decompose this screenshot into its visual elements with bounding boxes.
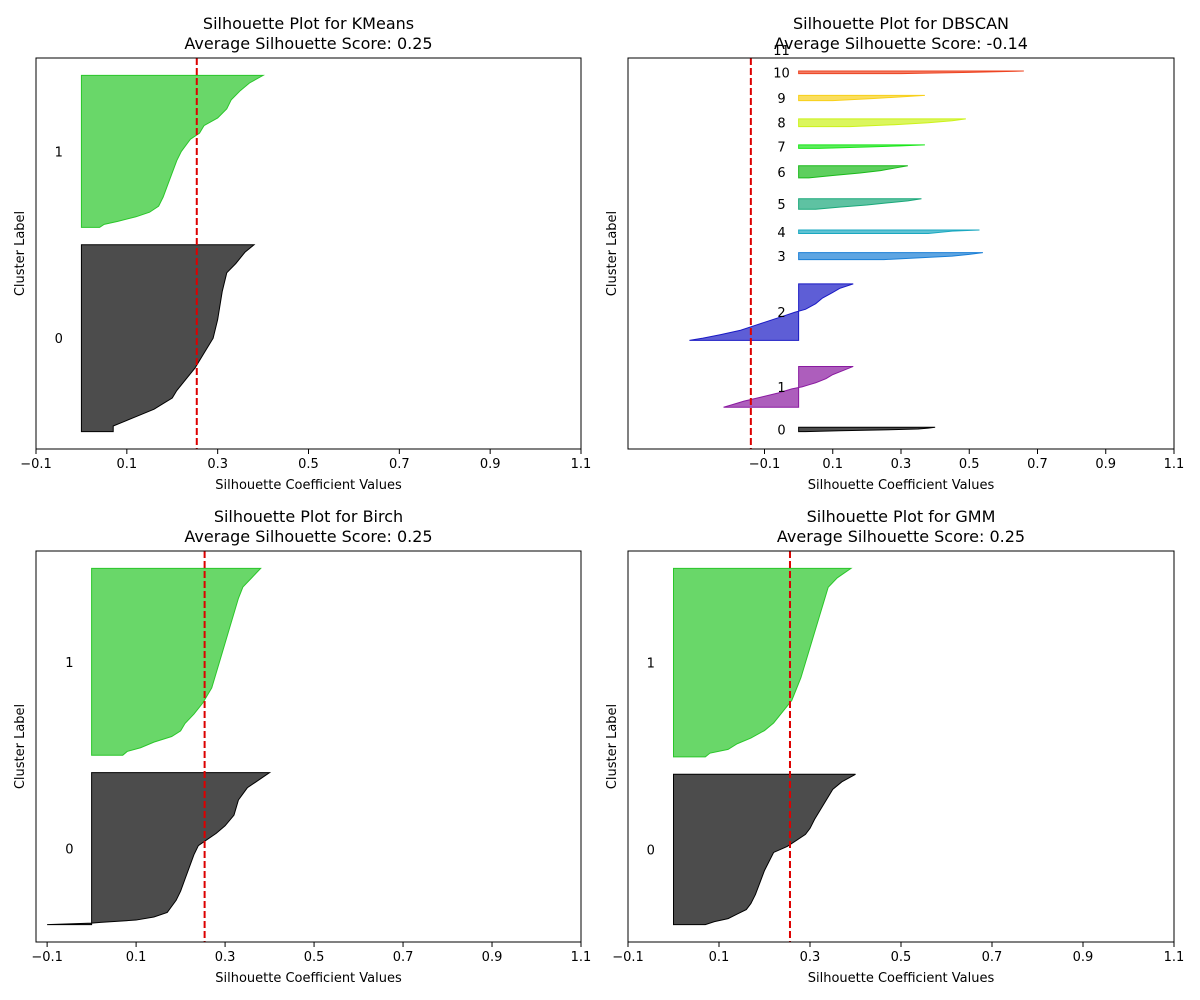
x-axis-label: Silhouette Coefficient Values	[808, 971, 995, 986]
x-tick-label: 0.9	[1095, 457, 1116, 472]
chart-title: Silhouette Plot for KMeans	[203, 14, 414, 33]
x-tick-label: 1.1	[1164, 950, 1185, 965]
x-tick-label: 1.1	[571, 457, 592, 472]
cluster-label: 1	[65, 656, 73, 671]
cluster-label: 4	[777, 226, 785, 241]
axes-frame	[35, 550, 582, 943]
x-tick-label: 0.1	[822, 457, 843, 472]
silhouette-cluster-0	[673, 773, 856, 926]
silhouette-cluster-9	[798, 94, 925, 102]
x-tick-label: 0.1	[126, 950, 147, 965]
chart-subtitle: Average Silhouette Score: 0.25	[184, 527, 432, 546]
chart-title: Silhouette Plot for GMM	[807, 507, 996, 526]
y-axis-label: Cluster Label	[605, 211, 620, 296]
cluster-label: 9	[777, 92, 785, 107]
x-tick-label: 0.5	[298, 457, 319, 472]
x-tick-label: 0.7	[389, 457, 410, 472]
cluster-label: 7	[777, 141, 785, 156]
x-tick-label: −0.1	[31, 950, 63, 965]
silhouette-cluster-6	[798, 165, 908, 179]
x-tick-label: 0.3	[207, 457, 228, 472]
y-axis-label: Cluster Label	[13, 704, 28, 789]
chart-title: Silhouette Plot for Birch	[214, 507, 403, 526]
silhouette-cluster-4	[798, 229, 980, 235]
chart-subtitle: Average Silhouette Score: -0.14	[774, 34, 1028, 53]
x-axis-label: Silhouette Coefficient Values	[215, 478, 402, 493]
x-tick-label: −0.1	[749, 457, 781, 472]
silhouette-cluster-7	[798, 144, 925, 149]
silhouette-cluster-8	[798, 118, 966, 128]
x-tick-label: 0.9	[482, 950, 503, 965]
silhouette-cluster-1	[723, 365, 854, 408]
x-tick-label: 0.3	[215, 950, 236, 965]
x-tick-label: 1.1	[1164, 457, 1185, 472]
cluster-label: 0	[777, 423, 785, 438]
x-tick-label: 1.1	[571, 950, 592, 965]
silhouette-cluster-1	[91, 567, 262, 756]
x-tick-label: 0.1	[116, 457, 137, 472]
cluster-label: 1	[647, 657, 655, 672]
cluster-label: 1	[777, 381, 785, 396]
silhouette-cluster-0	[80, 244, 256, 433]
y-axis-label: Cluster Label	[605, 704, 620, 789]
x-tick-label: 0.3	[891, 457, 912, 472]
chart-subtitle: Average Silhouette Score: 0.25	[777, 527, 1025, 546]
silhouette-cluster-0	[47, 772, 272, 926]
x-axis-label: Silhouette Coefficient Values	[808, 478, 995, 493]
silhouette-cluster-2	[689, 283, 854, 341]
cluster-label: 8	[777, 117, 785, 132]
x-tick-label: 0.7	[1027, 457, 1048, 472]
x-tick-label: −0.1	[612, 950, 644, 965]
x-tick-label: 0.1	[709, 950, 730, 965]
x-tick-label: 0.7	[393, 950, 414, 965]
cluster-label: 6	[777, 166, 785, 181]
x-tick-label: 0.9	[1073, 950, 1094, 965]
x-axis-label: Silhouette Coefficient Values	[215, 971, 402, 986]
x-tick-label: 0.5	[959, 457, 980, 472]
x-tick-label: 0.5	[891, 950, 912, 965]
x-tick-label: −0.1	[20, 457, 52, 472]
chart-title: Silhouette Plot for DBSCAN	[793, 14, 1009, 33]
cluster-label: 5	[777, 198, 785, 213]
silhouette-cluster-1	[80, 74, 266, 228]
x-tick-label: 0.5	[304, 950, 325, 965]
silhouette-cluster-5	[798, 198, 922, 210]
chart-subtitle: Average Silhouette Score: 0.25	[184, 34, 432, 53]
cluster-label: 0	[647, 843, 655, 858]
cluster-label: 10	[773, 66, 790, 81]
cluster-label: 3	[777, 250, 785, 265]
x-tick-label: 0.3	[800, 950, 821, 965]
silhouette-cluster-1	[673, 567, 853, 758]
cluster-label: 11	[773, 44, 790, 59]
cluster-label: 2	[777, 306, 785, 321]
cluster-label: 0	[55, 332, 63, 347]
silhouette-cluster-10	[798, 70, 1024, 75]
silhouette-cluster-3	[798, 252, 983, 261]
cluster-label: 0	[65, 843, 73, 858]
x-tick-label: 0.9	[480, 457, 501, 472]
y-axis-label: Cluster Label	[13, 211, 28, 296]
x-tick-label: 0.7	[982, 950, 1003, 965]
silhouette-cluster-0	[798, 426, 936, 433]
cluster-label: 1	[55, 145, 63, 160]
